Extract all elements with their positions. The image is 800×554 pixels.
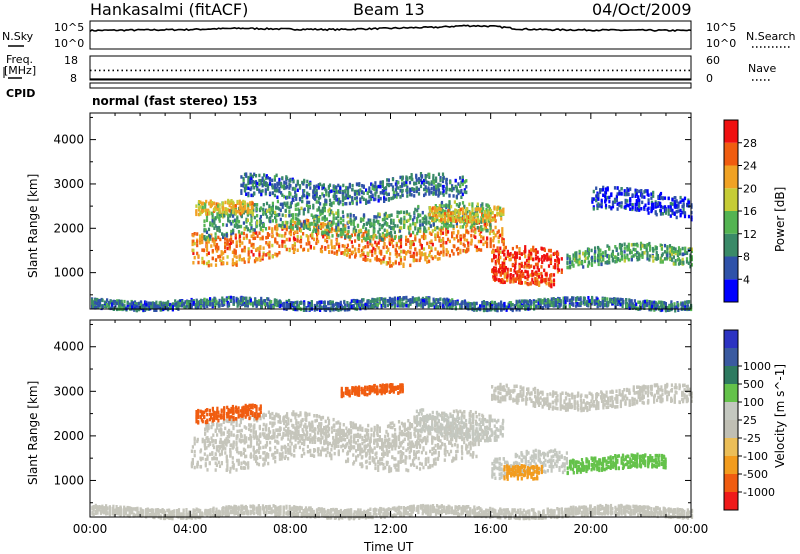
velocity-colorbar-segment-4 — [724, 420, 738, 438]
noise-panel-frame — [89, 20, 692, 50]
beam-title: Beam 13 — [353, 0, 425, 19]
power-colorbar-segment-1 — [724, 256, 738, 280]
x-tick-label-0: 00:00 — [73, 522, 108, 536]
velocity-colorbar-label-100: 100 — [743, 396, 764, 409]
velocity-colorbar-label-25: 25 — [743, 414, 757, 427]
velocity-panel-echo-region-7 — [491, 382, 693, 413]
x-tick-label-4: 16:00 — [473, 522, 508, 536]
freq-panel-frame — [89, 55, 692, 81]
freq-tick-bottom: 8 — [70, 72, 77, 85]
velocity-colorbar-segment-8 — [724, 348, 738, 366]
x-tick-label-5: 20:00 — [574, 522, 609, 536]
velocity-colorbar-label--1000: -1000 — [743, 486, 775, 499]
freq-tick-top: 18 — [64, 54, 78, 67]
power-panel-ytick-label-1000: 1000 — [53, 266, 84, 280]
velocity-panel-ytick-label-1000: 1000 — [53, 473, 84, 487]
velocity-colorbar-label--25: -25 — [743, 432, 761, 445]
power-panel-echo-region-10 — [91, 295, 693, 313]
power-panel-echo-region-4 — [195, 198, 254, 217]
power-colorbar-segment-2 — [724, 233, 738, 257]
x-tick-label-1: 04:00 — [173, 522, 208, 536]
nsky-label: N.Sky — [2, 30, 34, 43]
x-tick-label-3: 12:00 — [373, 522, 408, 536]
station-title: Hankasalmi (fitACF) — [90, 0, 249, 19]
power-panel-echo-region-9 — [591, 185, 693, 222]
power-colorbar-segment-4 — [724, 188, 738, 211]
x-tick-label-6: 00:00 — [674, 522, 709, 536]
velocity-panel-echo-region-6 — [503, 464, 543, 481]
power-colorbar-label-12: 12 — [743, 228, 757, 241]
power-panel-echo-region-8 — [566, 241, 693, 270]
velocity-colorbar-segment-3 — [724, 438, 738, 456]
cpid-label: CPID — [6, 87, 36, 100]
power-panel-echo-region-7 — [492, 267, 556, 289]
nsearch-tick-top: 10^5 — [706, 21, 737, 34]
nsky-tick-bottom: 10^0 — [54, 37, 85, 50]
freq-label-line1: Freq. — [6, 53, 34, 66]
velocity-colorbar-segment-5 — [724, 402, 738, 420]
nsky-series-line — [89, 24, 692, 33]
nsky-tick-top: 10^5 — [54, 21, 85, 34]
power-colorbar-segment-0 — [724, 279, 738, 302]
velocity-panel-background — [90, 320, 691, 517]
velocity-colorbar-segment-0 — [724, 492, 738, 510]
nsearch-tick-bottom: 10^0 — [706, 37, 737, 50]
velocity-panel-echo-region-4 — [415, 408, 505, 443]
power-panel-background — [90, 113, 691, 309]
power-panel-echo-region-5 — [428, 205, 505, 224]
velocity-panel-ytick-label-2000: 2000 — [53, 429, 84, 443]
x-tick-label-2: 08:00 — [273, 522, 308, 536]
power-panel-echo-region-3 — [240, 172, 468, 208]
velocity-colorbar-segment-9 — [724, 330, 738, 348]
power-colorbar-segment-5 — [724, 165, 738, 189]
nave-tick-top: 60 — [706, 54, 720, 67]
velocity-colorbar-label--500: -500 — [743, 468, 768, 481]
velocity-panel-ytick-label-3000: 3000 — [53, 384, 84, 398]
velocity-panel-ytick-label-4000: 4000 — [53, 340, 84, 354]
power-colorbar-label-8: 8 — [743, 251, 750, 264]
nave-label: Nave — [748, 62, 777, 75]
velocity-colorbar-label--100: -100 — [743, 450, 768, 463]
power-colorbar-segment-3 — [724, 211, 738, 234]
velocity-panel-echo-region-8 — [566, 452, 667, 476]
nave-tick-bottom: 0 — [706, 72, 713, 85]
power-panel-ytick-label-2000: 2000 — [53, 221, 84, 235]
velocity-panel-echo-region-3 — [195, 403, 262, 425]
power-colorbar-segment-6 — [724, 142, 738, 166]
velocity-colorbar-segment-2 — [724, 456, 738, 474]
power-colorbar-segment-7 — [724, 120, 738, 143]
power-colorbar-label-4: 4 — [743, 273, 750, 286]
velocity-colorbar-segment-7 — [724, 366, 738, 384]
cpid-value: normal (fast stereo) 153 — [92, 94, 258, 108]
velocity-colorbar-segment-6 — [724, 384, 738, 402]
power-panel-ytick-label-3000: 3000 — [53, 177, 84, 191]
velocity-colorbar-segment-1 — [724, 474, 738, 492]
freq-label-line2: [MHz] — [4, 64, 37, 77]
velocity-panel-echo-region-9 — [91, 503, 694, 521]
date-title: 04/Oct/2009 — [592, 0, 692, 19]
power-colorbar-label-28: 28 — [743, 137, 757, 150]
power-colorbar-label-20: 20 — [743, 182, 757, 195]
power-colorbar-label-16: 16 — [743, 205, 757, 218]
cpid-bar — [89, 82, 692, 89]
power-colorbar-label-24: 24 — [743, 160, 757, 173]
velocity-panel-echo-region-2 — [204, 409, 492, 453]
velocity-panel-echo-region-10 — [340, 383, 404, 399]
power-panel-ytick-label-4000: 4000 — [53, 133, 84, 147]
velocity-colorbar-label-1000: 1000 — [743, 360, 771, 373]
nsearch-label: N.Search — [746, 30, 796, 43]
velocity-colorbar-label-500: 500 — [743, 378, 764, 391]
x-axis-title: Time UT — [364, 540, 414, 554]
